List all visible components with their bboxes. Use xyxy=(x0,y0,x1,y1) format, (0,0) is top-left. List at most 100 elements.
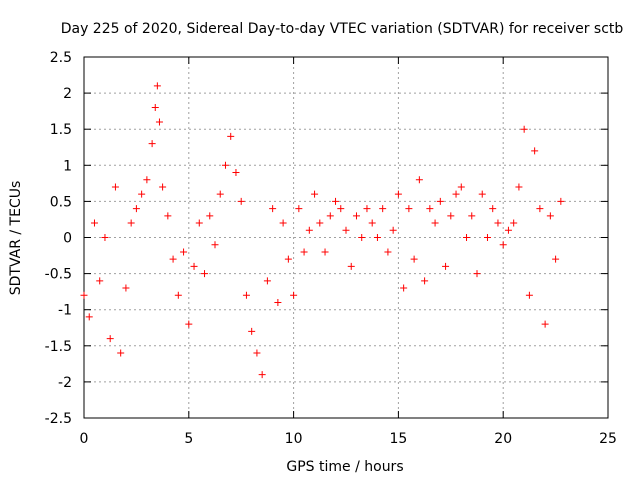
data-point xyxy=(80,291,88,299)
data-point xyxy=(363,205,371,213)
x-tick-label: 10 xyxy=(285,431,303,447)
data-point xyxy=(468,212,476,220)
data-point xyxy=(311,190,319,198)
data-point xyxy=(405,205,413,213)
data-point xyxy=(504,226,512,234)
data-point xyxy=(151,104,159,112)
data-point xyxy=(489,205,497,213)
data-point xyxy=(90,219,98,227)
data-point xyxy=(499,241,507,249)
data-point xyxy=(263,277,271,285)
data-point xyxy=(452,190,460,198)
data-points xyxy=(80,82,565,379)
data-point xyxy=(337,205,345,213)
data-point xyxy=(253,349,261,357)
data-point xyxy=(211,241,219,249)
x-axis-label: GPS time / hours xyxy=(286,459,403,475)
data-point xyxy=(96,277,104,285)
x-tick-label: 5 xyxy=(184,431,193,447)
data-point xyxy=(279,219,287,227)
data-point xyxy=(536,205,544,213)
y-tick-label: 1 xyxy=(63,158,72,174)
data-point xyxy=(457,183,465,191)
data-point xyxy=(400,284,408,292)
data-point xyxy=(159,183,167,191)
grid-lines xyxy=(84,57,608,418)
data-point xyxy=(300,248,308,256)
data-point xyxy=(316,219,324,227)
y-tick-label: -0.5 xyxy=(45,267,72,283)
data-point xyxy=(525,291,533,299)
data-point xyxy=(258,371,266,379)
data-point xyxy=(284,255,292,263)
data-point xyxy=(431,219,439,227)
data-point xyxy=(352,212,360,220)
data-point xyxy=(132,205,140,213)
data-point xyxy=(463,234,471,241)
data-point xyxy=(531,147,539,155)
data-point xyxy=(180,248,188,256)
data-point xyxy=(515,183,523,191)
data-point xyxy=(373,234,381,241)
data-point xyxy=(546,212,554,220)
data-point xyxy=(248,327,256,335)
data-point xyxy=(442,262,450,270)
data-point xyxy=(164,212,172,220)
y-tick-label: -2.5 xyxy=(45,411,72,427)
y-tick-label: 2 xyxy=(63,86,72,102)
data-point xyxy=(473,270,481,278)
data-point xyxy=(552,255,560,263)
data-point xyxy=(326,212,334,220)
data-point xyxy=(426,205,434,213)
axis-ticks: -2.5 -2 -1.5 -1 -0.5 0 0.5 1 1.5 2 2.5 0 5 10 15 20 25 xyxy=(45,50,617,447)
data-point xyxy=(295,205,303,213)
data-point xyxy=(169,255,177,263)
data-point xyxy=(195,219,203,227)
y-tick-label: -1 xyxy=(58,303,72,319)
data-point xyxy=(421,277,429,285)
data-point xyxy=(232,169,240,177)
data-point xyxy=(143,176,151,184)
data-point xyxy=(185,320,193,328)
y-tick-label: 0 xyxy=(63,231,72,247)
y-axis-label: SDTVAR / TECUs xyxy=(8,181,24,296)
y-tick-label: -2 xyxy=(58,375,72,391)
data-point xyxy=(216,190,224,198)
data-point xyxy=(85,313,93,321)
data-point xyxy=(227,132,235,140)
data-point xyxy=(415,176,423,184)
data-point xyxy=(358,234,366,241)
data-point xyxy=(106,335,114,343)
data-point xyxy=(436,197,444,205)
x-tick-label: 0 xyxy=(80,431,89,447)
x-tick-label: 20 xyxy=(494,431,512,447)
data-point xyxy=(206,212,214,220)
data-point xyxy=(410,255,418,263)
data-point xyxy=(221,161,229,169)
data-point xyxy=(290,291,298,299)
data-point xyxy=(510,219,518,227)
data-point xyxy=(122,284,130,292)
x-tick-label: 25 xyxy=(599,431,617,447)
data-point xyxy=(368,219,376,227)
data-point xyxy=(148,140,156,148)
data-point xyxy=(101,234,109,241)
data-point xyxy=(269,205,277,213)
data-point xyxy=(305,226,313,234)
data-point xyxy=(520,125,528,133)
data-point xyxy=(111,183,119,191)
data-point xyxy=(117,349,125,357)
y-tick-label: 1.5 xyxy=(50,122,72,138)
data-point xyxy=(321,248,329,256)
chart-title: Day 225 of 2020, Sidereal Day-to-day VTE… xyxy=(61,21,624,37)
data-point xyxy=(242,291,250,299)
data-point xyxy=(394,190,402,198)
data-point xyxy=(190,262,198,270)
data-point xyxy=(201,270,209,278)
x-tick-label: 15 xyxy=(389,431,407,447)
data-point xyxy=(384,248,392,256)
y-tick-label: 2.5 xyxy=(50,50,72,66)
data-point xyxy=(557,197,565,205)
data-point xyxy=(274,298,282,306)
